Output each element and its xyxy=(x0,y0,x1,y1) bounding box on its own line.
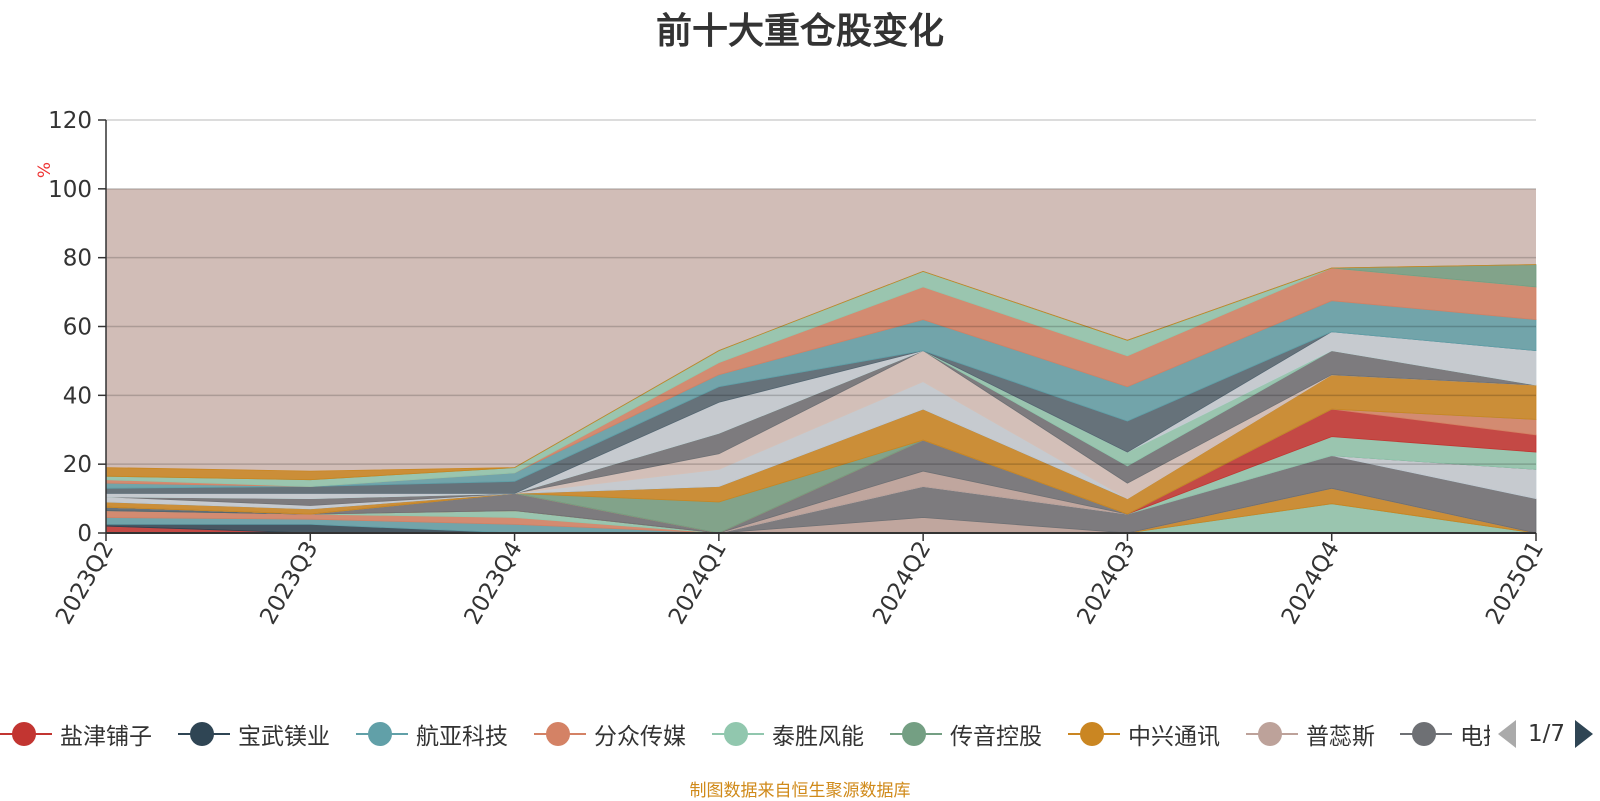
y-tick-label: 20 xyxy=(63,452,92,478)
legend-label: 泰胜风能 xyxy=(772,724,864,750)
stacked-area-chart: 0 20 40 60 80 100 120% 2023Q2 2023Q3 2023Q4 2024Q1… xyxy=(35,108,1549,629)
legend-swatch xyxy=(356,716,408,752)
legend-swatch xyxy=(1400,716,1452,752)
y-tick-label: 80 xyxy=(63,246,92,272)
data-source-note: 制图数据来自恒生聚源数据库 xyxy=(689,781,911,801)
x-tick-label: 2023Q4 xyxy=(460,537,528,629)
y-tick-label: 60 xyxy=(63,315,92,341)
x-tick-label: 2024Q1 xyxy=(664,537,732,629)
legend-swatch xyxy=(1068,716,1120,752)
legend-swatch xyxy=(890,716,942,752)
legend-item[interactable]: 宝武镁业 xyxy=(178,716,330,752)
legend-swatch xyxy=(1246,716,1298,752)
legend-label: 中兴通讯 xyxy=(1128,724,1220,750)
legend-swatch xyxy=(0,716,52,752)
x-tick-label: 2024Q4 xyxy=(1277,537,1345,629)
legend-item[interactable]: 航亚科技 xyxy=(356,716,508,752)
legend-page-indicator: 1/7 xyxy=(1528,721,1566,747)
y-tick-label: 40 xyxy=(63,383,92,409)
legend-item[interactable]: 盐津铺子 xyxy=(0,716,152,752)
x-tick-label: 2024Q2 xyxy=(868,537,936,629)
legend-item[interactable]: 中兴通讯 xyxy=(1068,716,1220,752)
x-tick-label: 2023Q3 xyxy=(255,537,323,629)
y-tick-label: 100 xyxy=(48,177,92,203)
chart-title: 前十大重仓股变化 xyxy=(655,11,944,52)
legend-label: 分众传媒 xyxy=(594,724,686,750)
legend-prev-button[interactable] xyxy=(1498,720,1516,748)
legend-label: 盐津铺子 xyxy=(60,724,152,750)
legend-item[interactable]: 传音控股 xyxy=(890,716,1042,752)
x-tick-label: 2025Q1 xyxy=(1481,537,1549,629)
legend-item[interactable]: 泰胜风能 xyxy=(712,716,864,752)
y-tick-label: 0 xyxy=(77,521,92,547)
legend-label: 宝武镁业 xyxy=(238,724,330,750)
legend-swatch xyxy=(712,716,764,752)
legend-swatch xyxy=(178,716,230,752)
legend-label: 电拓 xyxy=(1460,724,1490,750)
legend: 盐津铺子 宝武镁业 航亚科技 分众传媒 泰胜风能 传音控股 中兴通讯 普蕊斯 电拓 xyxy=(0,716,1490,752)
x-tick-label: 2024Q3 xyxy=(1072,537,1140,629)
legend-item[interactable]: 电拓 xyxy=(1400,716,1490,752)
legend-swatch xyxy=(534,716,586,752)
legend-next-button[interactable] xyxy=(1575,720,1594,748)
legend-pager: 1/7 xyxy=(1498,716,1598,752)
legend-label: 航亚科技 xyxy=(416,724,508,750)
legend-label: 传音控股 xyxy=(950,724,1042,750)
area-layer-29 xyxy=(105,264,1537,481)
legend-item[interactable]: 普蕊斯 xyxy=(1246,716,1375,752)
legend-label: 普蕊斯 xyxy=(1306,724,1375,750)
legend-item[interactable]: 分众传媒 xyxy=(534,716,686,752)
y-axis-label: % xyxy=(35,162,55,178)
x-tick-label: 2023Q2 xyxy=(51,537,119,629)
y-tick-label: 120 xyxy=(48,108,92,134)
